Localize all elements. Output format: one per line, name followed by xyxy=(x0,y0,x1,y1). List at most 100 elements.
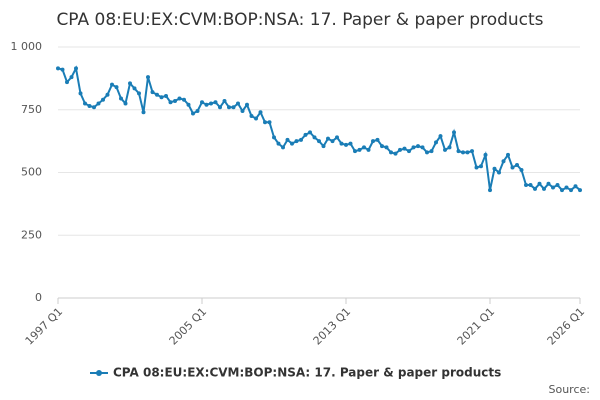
data-point xyxy=(83,101,87,106)
data-point xyxy=(272,135,276,140)
data-point xyxy=(425,150,429,155)
data-point xyxy=(411,145,416,150)
data-point xyxy=(146,75,150,80)
data-point xyxy=(542,186,546,191)
data-point xyxy=(465,150,470,155)
data-point xyxy=(492,166,497,171)
data-point xyxy=(281,145,285,150)
data-point xyxy=(276,141,281,146)
data-point xyxy=(416,144,420,149)
data-point xyxy=(249,114,254,119)
data-point xyxy=(461,150,465,155)
data-point xyxy=(321,144,326,149)
data-point xyxy=(218,105,222,110)
data-point xyxy=(407,149,411,154)
data-point xyxy=(123,101,128,106)
data-point xyxy=(141,110,146,115)
data-point xyxy=(330,139,335,144)
data-point xyxy=(182,97,186,102)
data-point xyxy=(362,145,366,150)
data-point xyxy=(551,185,555,190)
x-tick-label: 2013 Q1 xyxy=(311,305,354,348)
data-point xyxy=(177,96,182,101)
data-point xyxy=(191,111,195,116)
data-point xyxy=(222,98,227,103)
data-point xyxy=(317,139,321,144)
data-point xyxy=(299,137,303,142)
data-point xyxy=(398,147,402,152)
data-point xyxy=(195,109,200,114)
data-point xyxy=(357,147,362,152)
data-point xyxy=(227,105,231,110)
data-point xyxy=(312,135,317,140)
data-point xyxy=(384,145,389,150)
data-point xyxy=(155,92,159,97)
data-point xyxy=(339,141,344,146)
data-point xyxy=(65,80,69,85)
data-point xyxy=(506,152,510,157)
data-point xyxy=(128,81,132,86)
x-tick-label: 1997 Q1 xyxy=(23,305,66,348)
data-point xyxy=(515,162,519,167)
data-point xyxy=(375,137,380,142)
data-point xyxy=(240,109,245,114)
data-point xyxy=(213,100,218,105)
data-point xyxy=(303,132,308,137)
data-point xyxy=(546,181,551,186)
data-point xyxy=(344,142,348,147)
data-point xyxy=(452,130,456,135)
data-point xyxy=(159,95,164,100)
data-point xyxy=(528,183,533,188)
chart-title: CPA 08:EU:EX:CVM:BOP:NSA: 17. Paper & pa… xyxy=(56,10,543,30)
data-point xyxy=(497,170,501,175)
data-point xyxy=(456,149,461,154)
legend-marker xyxy=(96,370,102,376)
y-tick-label: 750 xyxy=(21,103,42,116)
data-point xyxy=(366,147,371,152)
data-point xyxy=(443,147,447,152)
data-point xyxy=(231,105,236,110)
data-point xyxy=(78,91,83,96)
data-point xyxy=(402,146,407,151)
x-tick-label: 2005 Q1 xyxy=(167,305,210,348)
data-point xyxy=(105,92,110,97)
data-point xyxy=(209,101,213,106)
data-point xyxy=(389,150,393,155)
data-point xyxy=(164,93,168,98)
data-point xyxy=(308,130,312,135)
data-point xyxy=(69,75,74,80)
data-point xyxy=(60,67,65,72)
data-point xyxy=(519,167,524,172)
legend-label: CPA 08:EU:EX:CVM:BOP:NSA: 17. Paper & pa… xyxy=(113,366,501,380)
data-point xyxy=(263,120,267,125)
y-tick-label: 1 000 xyxy=(11,40,43,53)
data-point xyxy=(371,139,375,144)
data-point xyxy=(555,183,560,188)
data-point xyxy=(353,149,357,154)
data-point xyxy=(533,186,537,191)
data-point xyxy=(74,66,78,71)
x-tick-label: 2026 Q1 xyxy=(545,305,588,348)
y-tick-label: 0 xyxy=(35,291,42,304)
data-point xyxy=(479,164,483,169)
data-point xyxy=(258,110,263,115)
data-point xyxy=(483,152,488,157)
data-point xyxy=(474,165,479,170)
data-point xyxy=(326,136,330,141)
data-point xyxy=(434,140,438,145)
series-line xyxy=(57,65,581,192)
data-point xyxy=(254,116,258,121)
data-point xyxy=(267,120,272,125)
data-point xyxy=(290,141,294,146)
data-point xyxy=(560,188,564,193)
data-point xyxy=(420,145,425,150)
data-point xyxy=(447,145,452,150)
data-point xyxy=(537,181,542,186)
data-point xyxy=(173,98,177,103)
data-point xyxy=(438,134,443,139)
data-point xyxy=(150,90,155,95)
data-point xyxy=(87,103,92,108)
source: Source: xyxy=(549,383,591,396)
